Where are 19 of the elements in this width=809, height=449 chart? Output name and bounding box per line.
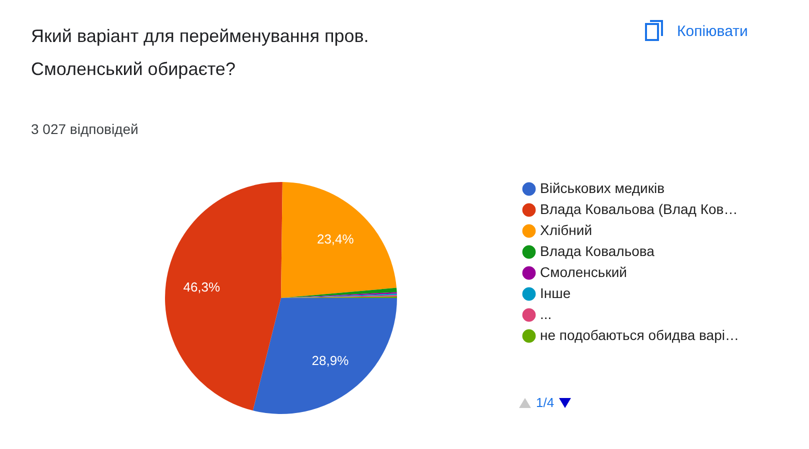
text: Копіювати [677, 22, 748, 40]
legend-label: Смоленський [540, 264, 627, 280]
legend-label: Військових медиків [540, 180, 665, 196]
chart-subtitle: 3 027 відповідей [31, 121, 138, 137]
legend-label: ... [540, 306, 552, 322]
pie-slice [281, 182, 397, 298]
text: 1/4 [536, 395, 554, 410]
legend-label: Інше [540, 285, 571, 301]
data-label: 23,4% [316, 231, 354, 246]
data-label: 46,3% [183, 280, 221, 295]
legend-label: не подобаються обидва варі… [540, 327, 739, 343]
legend-label: Влада Ковальова (Влад Ков… [540, 201, 738, 217]
pie-slice [252, 298, 397, 414]
legend-label: Хлібний [540, 222, 592, 238]
chart-title: Який варіант для перейменування пров. Смоленський обираєте? [31, 25, 370, 81]
pie-slice [165, 182, 282, 411]
pie-slice [281, 288, 397, 298]
legend-label: Влада Ковальова [540, 243, 655, 259]
data-label: 28,9% [312, 353, 350, 368]
